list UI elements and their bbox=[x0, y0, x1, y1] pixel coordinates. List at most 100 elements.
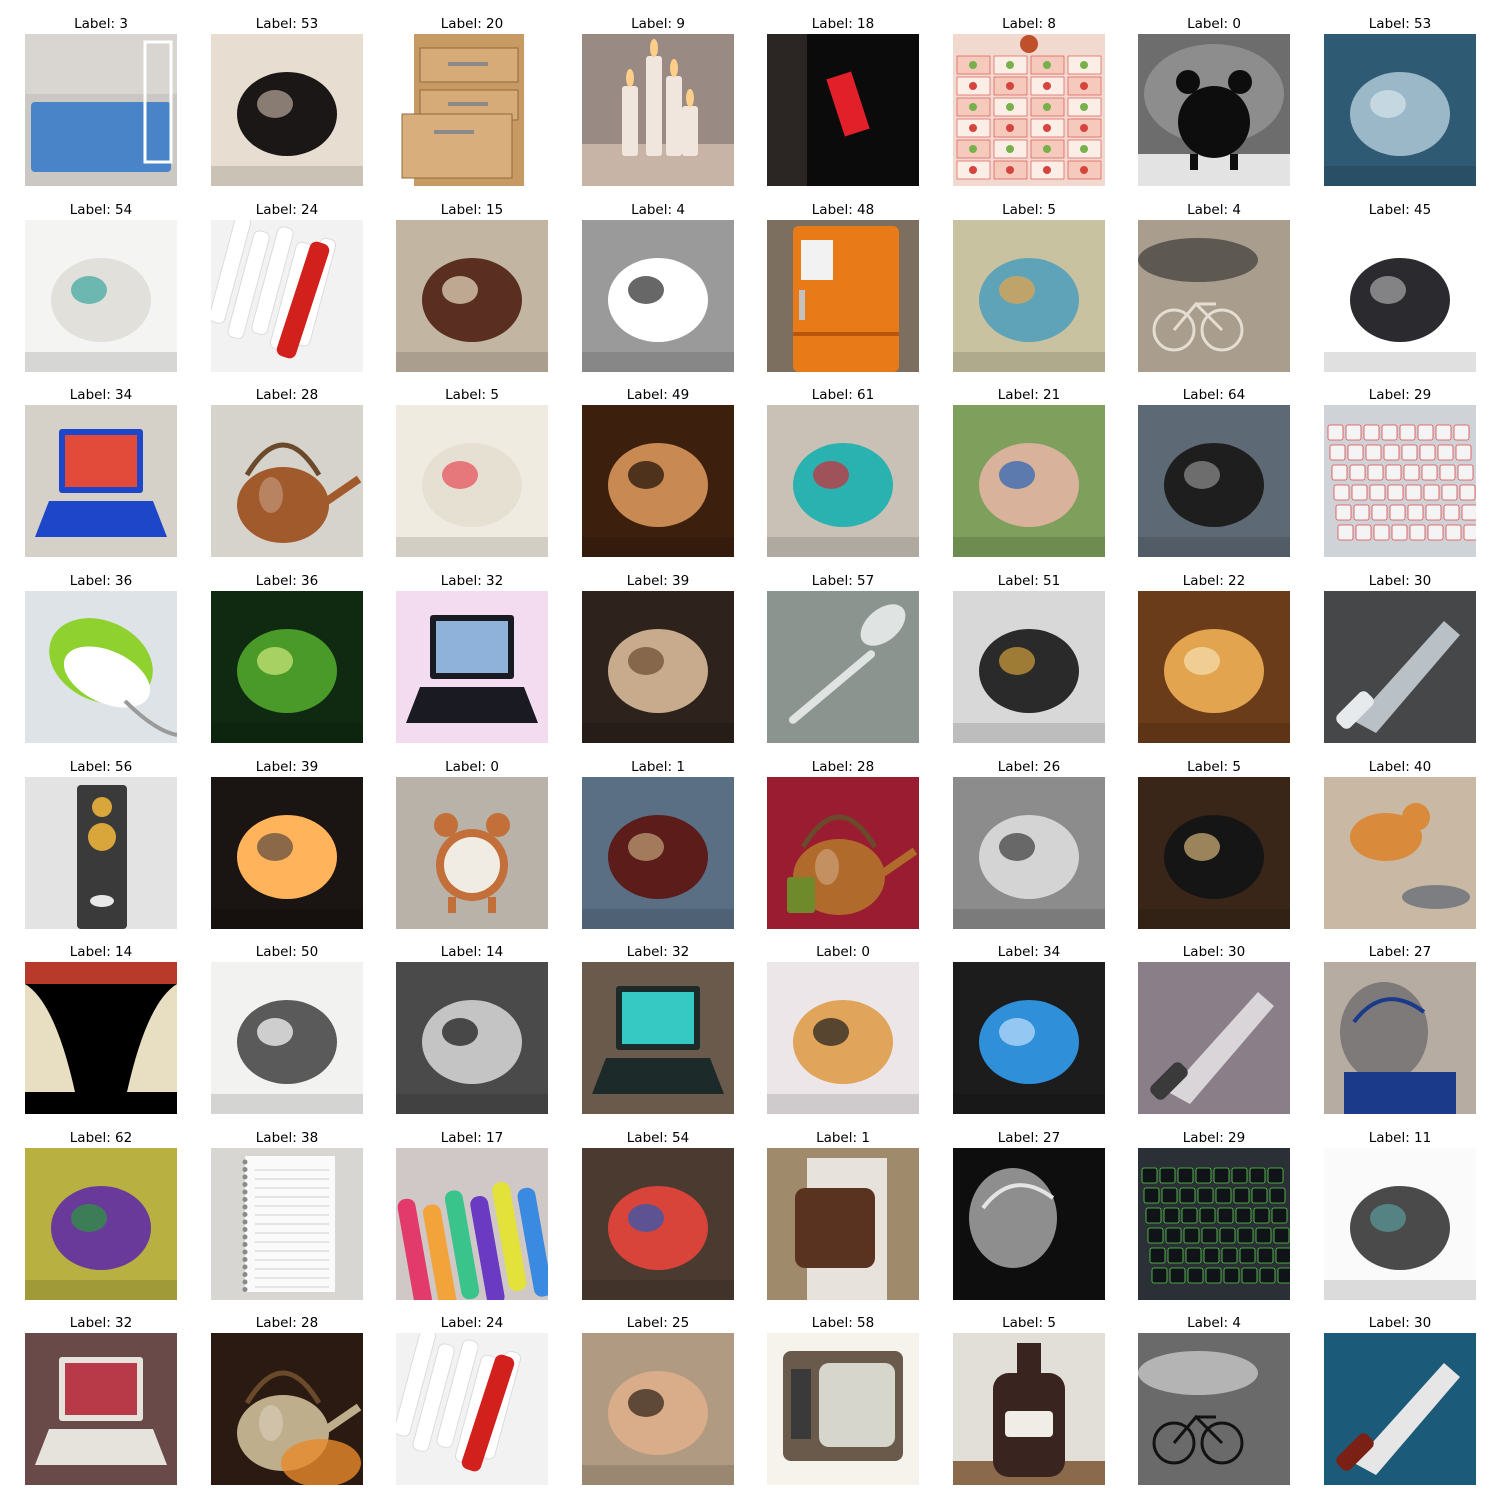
grid-cell: Label: 4 bbox=[582, 200, 734, 372]
thumbnail-graphic bbox=[1138, 1333, 1290, 1485]
grid-cell: Label: 30 bbox=[1324, 571, 1476, 743]
grid-cell: Label: 32 bbox=[25, 1313, 177, 1485]
grid-cell: Label: 4 bbox=[1138, 1313, 1290, 1485]
thumbnail-graphic bbox=[767, 1148, 919, 1300]
cell-label: Label: 9 bbox=[631, 16, 685, 32]
cell-label: Label: 15 bbox=[440, 202, 504, 218]
thumbnail-toothbrush bbox=[767, 405, 919, 557]
grid-cell: Label: 54 bbox=[25, 200, 177, 372]
cell-label: Label: 49 bbox=[626, 387, 690, 403]
grid-cell: Label: 53 bbox=[1324, 14, 1476, 186]
cell-label: Label: 4 bbox=[1187, 1315, 1241, 1331]
grid-cell: Label: 39 bbox=[211, 757, 363, 929]
cell-label: Label: 5 bbox=[1002, 1315, 1056, 1331]
thumbnail-staplers bbox=[1324, 220, 1476, 372]
thumbnail-tv bbox=[767, 1333, 919, 1485]
thumbnail-graphic bbox=[25, 1148, 177, 1300]
thumbnail-sonic-shoes bbox=[582, 1148, 734, 1300]
thumbnail-plant-toy bbox=[25, 1148, 177, 1300]
cell-label: Label: 25 bbox=[626, 1315, 690, 1331]
thumbnail-graphic bbox=[25, 962, 177, 1114]
thumbnail-graphic bbox=[767, 405, 919, 557]
grid-cell: Label: 34 bbox=[25, 385, 177, 557]
thumbnail-glass-jar bbox=[953, 220, 1105, 372]
grid-cell: Label: 0 bbox=[1138, 14, 1290, 186]
thumbnail-gaming-mouse-art bbox=[211, 591, 363, 743]
grid-cell: Label: 51 bbox=[953, 571, 1105, 743]
grid-cell: Label: 28 bbox=[211, 1313, 363, 1485]
thumbnail-pocket-knives bbox=[1138, 962, 1290, 1114]
cell-label: Label: 48 bbox=[811, 202, 875, 218]
thumbnail-bicycle bbox=[1138, 220, 1290, 372]
cell-label: Label: 22 bbox=[1182, 573, 1246, 589]
grid-cell: Label: 5 bbox=[1138, 757, 1290, 929]
cell-label: Label: 61 bbox=[811, 387, 875, 403]
thumbnail-graphic bbox=[953, 591, 1105, 743]
grid-cell: Label: 38 bbox=[211, 1128, 363, 1300]
thumbnail-speaker bbox=[25, 777, 177, 929]
cell-label: Label: 54 bbox=[626, 1130, 690, 1146]
thumbnail-forks-2 bbox=[396, 1333, 548, 1485]
grid-cell: Label: 3 bbox=[25, 14, 177, 186]
grid-cell: Label: 57 bbox=[767, 571, 919, 743]
thumbnail-graphic bbox=[25, 220, 177, 372]
thumbnail-spoon bbox=[767, 591, 919, 743]
thumbnail-graphic bbox=[25, 777, 177, 929]
grid-cell: Label: 45 bbox=[1324, 200, 1476, 372]
thumbnail-graphic bbox=[211, 220, 363, 372]
thumbnail-graphic bbox=[1138, 220, 1290, 372]
cell-label: Label: 5 bbox=[1002, 202, 1056, 218]
thumbnail-laptop-pink bbox=[396, 591, 548, 743]
thumbnail-graphic bbox=[582, 34, 734, 186]
thumbnail-graphic bbox=[953, 962, 1105, 1114]
thumbnail-graphic bbox=[1324, 591, 1476, 743]
grid-cell: Label: 4 bbox=[1138, 200, 1290, 372]
grid-cell: Label: 58 bbox=[767, 1313, 919, 1485]
cell-label: Label: 1 bbox=[631, 759, 685, 775]
cell-label: Label: 50 bbox=[255, 944, 319, 960]
grid-cell: Label: 62 bbox=[25, 1128, 177, 1300]
thumbnail-graphic bbox=[953, 1148, 1105, 1300]
cell-label: Label: 38 bbox=[255, 1130, 319, 1146]
thumbnail-graphic bbox=[1138, 405, 1290, 557]
cell-label: Label: 62 bbox=[69, 1130, 133, 1146]
thumbnail-graphic bbox=[25, 405, 177, 557]
cell-label: Label: 0 bbox=[1187, 16, 1241, 32]
thumbnail-graphic bbox=[211, 777, 363, 929]
thumbnail-graphic bbox=[211, 962, 363, 1114]
thumbnail-graphic bbox=[767, 1333, 919, 1485]
thumbnail-desk bbox=[396, 220, 548, 372]
grid-cell: Label: 0 bbox=[767, 942, 919, 1114]
cell-label: Label: 30 bbox=[1368, 1315, 1432, 1331]
thumbnail-orange-fridge bbox=[767, 220, 919, 372]
thumbnail-clock-cake bbox=[767, 962, 919, 1114]
thumbnail-graphic bbox=[211, 405, 363, 557]
grid-cell: Label: 1 bbox=[767, 1128, 919, 1300]
grid-cell: Label: 24 bbox=[396, 1313, 548, 1485]
grid-cell: Label: 28 bbox=[767, 757, 919, 929]
thumbnail-stage-curtains bbox=[25, 962, 177, 1114]
thumbnail-flower-art bbox=[1138, 591, 1290, 743]
thumbnail-graphic bbox=[1324, 962, 1476, 1114]
grid-cell: Label: 27 bbox=[1324, 942, 1476, 1114]
thumbnail-window-curtain bbox=[396, 962, 548, 1114]
thumbnail-motorcycle-sketch bbox=[582, 220, 734, 372]
grid-cell: Label: 20 bbox=[396, 14, 548, 186]
thumbnail-graphic bbox=[1324, 777, 1476, 929]
thumbnail-graphic bbox=[1138, 777, 1290, 929]
cell-label: Label: 34 bbox=[997, 944, 1061, 960]
thumbnail-ruler-closeup bbox=[582, 405, 734, 557]
thumbnail-graphic bbox=[211, 34, 363, 186]
thumbnail-graphic bbox=[396, 777, 548, 929]
grid-cell: Label: 14 bbox=[25, 942, 177, 1114]
thumbnail-alarm-clock-silhouette bbox=[1138, 34, 1290, 186]
cell-label: Label: 32 bbox=[440, 573, 504, 589]
thumbnail-graphic bbox=[396, 1148, 548, 1300]
cell-label: Label: 4 bbox=[631, 202, 685, 218]
thumbnail-graphic bbox=[25, 34, 177, 186]
thumbnail-graphic bbox=[211, 1148, 363, 1300]
thumbnail-graphic bbox=[953, 34, 1105, 186]
cell-label: Label: 53 bbox=[255, 16, 319, 32]
cell-label: Label: 57 bbox=[811, 573, 875, 589]
thumbnail-graphic bbox=[582, 1148, 734, 1300]
